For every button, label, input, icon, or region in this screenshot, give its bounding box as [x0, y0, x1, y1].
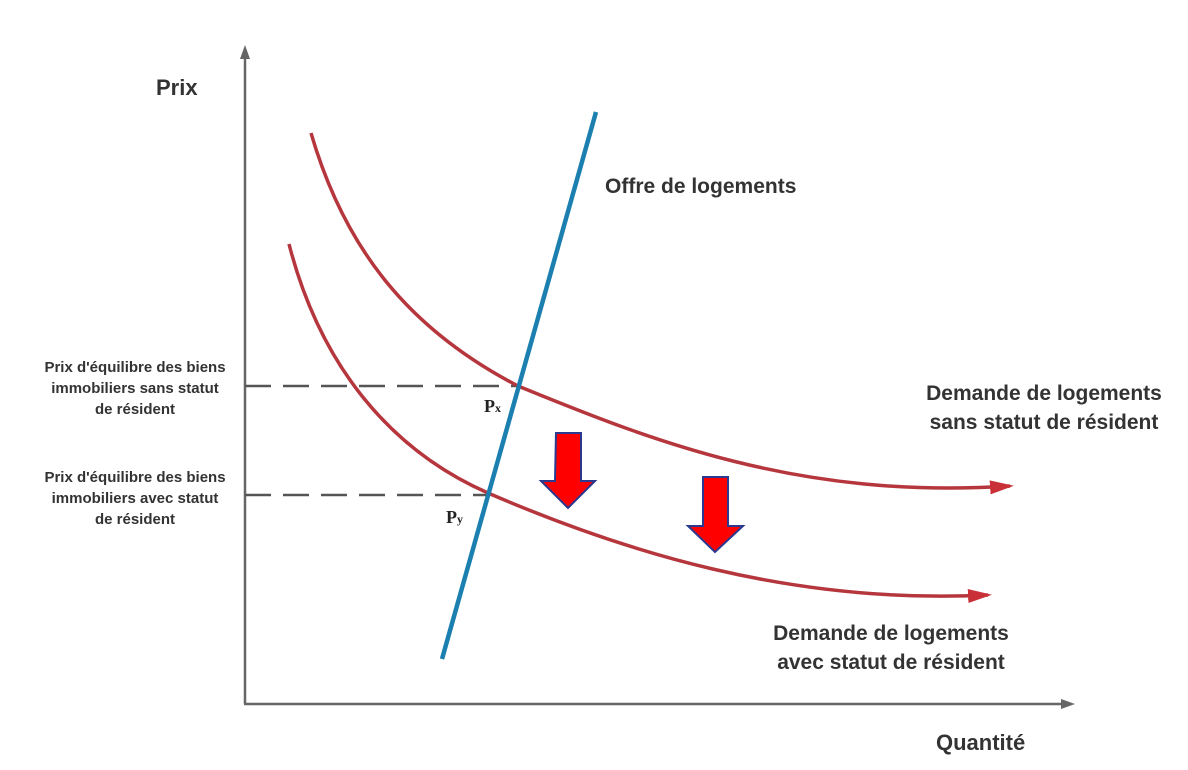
demand-with-status-label-line1: Demande de logements: [773, 622, 1009, 645]
price-without-status-label-line1: Prix d'équilibre des biens: [44, 359, 225, 376]
price-without-status-label-line3: de résident: [95, 401, 175, 418]
price-with-status-label-line3: de résident: [95, 511, 175, 528]
shift-arrow-right: [685, 476, 746, 554]
point-py-label: Py: [446, 507, 463, 527]
supply-label: Offre de logements: [605, 175, 796, 198]
demand-with-status-label-line2: avec statut de résident: [777, 651, 1005, 674]
y-axis-title: Prix: [156, 75, 198, 100]
shift-arrow-left: [538, 432, 598, 510]
demand-curve-with-status: [287, 243, 992, 603]
demand-without-status-label-line1: Demande de logements: [926, 382, 1162, 405]
point-px-sub: x: [495, 401, 501, 415]
demand-without-status-label-line2: sans statut de résident: [930, 411, 1159, 434]
price-with-status-label-line2: immobiliers avec statut: [52, 490, 219, 507]
point-px-main: P: [484, 396, 495, 416]
demand-curve-without-status: [309, 132, 1014, 495]
point-px-label: Px: [484, 396, 501, 416]
point-py-main: P: [446, 507, 457, 527]
price-without-status-label-line2: immobiliers sans statut: [51, 380, 219, 397]
x-axis-title: Quantité: [936, 730, 1025, 755]
price-with-status-label-line1: Prix d'équilibre des biens: [44, 469, 225, 486]
supply-curve: [439, 111, 599, 660]
point-py-sub: y: [457, 512, 463, 526]
